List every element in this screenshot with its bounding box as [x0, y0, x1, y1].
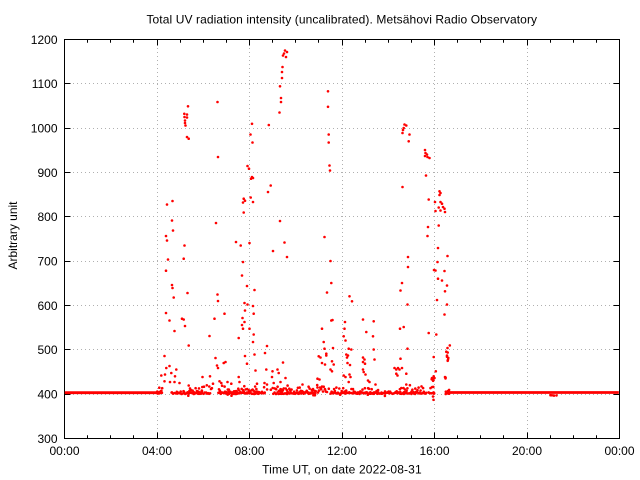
svg-text:1000: 1000: [31, 122, 58, 136]
svg-text:1200: 1200: [31, 33, 58, 47]
svg-text:900: 900: [37, 166, 57, 180]
svg-text:Arbitrary unit: Arbitrary unit: [6, 201, 20, 270]
svg-text:500: 500: [37, 343, 57, 357]
svg-text:1100: 1100: [32, 77, 58, 91]
svg-text:00:00: 00:00: [49, 444, 79, 458]
svg-text:16:00: 16:00: [419, 444, 449, 458]
svg-text:Total UV radiation intensity (: Total UV radiation intensity (uncalibrat…: [146, 12, 537, 26]
svg-text:600: 600: [37, 299, 57, 313]
svg-text:Time UT, on date 2022-08-31: Time UT, on date 2022-08-31: [262, 463, 422, 477]
svg-text:12:00: 12:00: [327, 444, 357, 458]
svg-text:00:00: 00:00: [604, 444, 634, 458]
svg-text:300: 300: [37, 432, 57, 446]
svg-text:04:00: 04:00: [142, 444, 172, 458]
svg-text:08:00: 08:00: [234, 444, 264, 458]
svg-text:800: 800: [37, 210, 57, 224]
svg-text:20:00: 20:00: [512, 444, 542, 458]
svg-text:400: 400: [37, 388, 57, 402]
svg-text:700: 700: [37, 255, 57, 269]
